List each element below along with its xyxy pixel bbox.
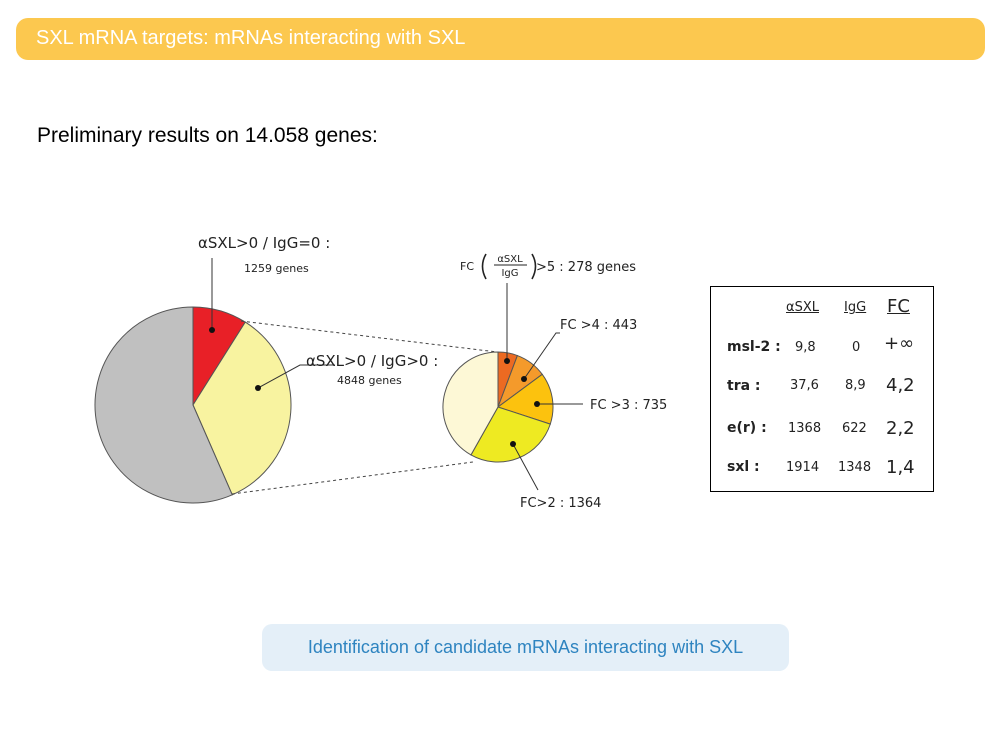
table-row-asxl: 1368 [788,421,822,436]
label-igg-zero-line2: 1259 genes [244,262,309,275]
table-row-asxl: 9,8 [795,340,816,355]
fc2-label: FC>2 : 1364 [520,496,601,511]
fc5-label: >5 : 278 genes [536,260,636,275]
table-row-gene: msl-2 : [727,339,781,355]
table-row-igg: 0 [852,340,861,355]
dot-fc5 [504,358,510,364]
left-pie-slice-sxl-0-igg-0 [192,321,292,496]
label-igg-pos-line2: 4848 genes [337,374,402,387]
right-pie [442,351,554,463]
left-pie-slice-other [94,306,233,504]
fc-prefix: FC [460,260,474,273]
table-row-fc: 4,2 [886,375,915,396]
table-row-igg: 622 [842,421,867,436]
fc3-label: FC >3 : 735 [590,398,667,413]
table-row-fc: +∞ [884,333,915,354]
table-row-gene: sxl : [727,459,760,475]
dot-igg-zero [209,327,215,333]
table-header-asxl: αSXL [786,300,819,315]
zoom-connector-bottom [231,461,474,495]
right-pie-slice-rest [442,351,499,456]
left-pie [94,306,292,504]
dot-fc4 [521,376,527,382]
fc-numerator: αSXL [497,254,523,265]
subtitle: Preliminary results on 14.058 genes: [37,124,378,147]
fc-denominator: IgG [501,268,518,279]
table-row-igg: 1348 [838,460,872,475]
dot-fc2 [510,441,516,447]
fc-paren-left [481,253,487,280]
zoom-connector-top [240,320,498,353]
fc4-label: FC >4 : 443 [560,318,637,333]
table-row-igg: 8,9 [845,378,866,393]
leader-fc2 [512,443,539,491]
table-row-asxl: 1914 [786,460,820,475]
caption-text: Identification of candidate mRNAs intera… [307,637,744,657]
table-row-fc: 2,2 [886,418,915,439]
table-header-fc: FC [887,296,910,317]
dot-fc3 [534,401,540,407]
right-pie-slice-fc-3 [496,373,554,425]
table-row-gene: e(r) : [727,420,767,436]
caption-box: Identification of candidate mRNAs intera… [262,624,789,671]
table-row-asxl: 37,6 [790,378,819,393]
table-header-igg: IgG [844,300,867,315]
title-bar: SXL mRNA targets: mRNAs interacting with… [16,18,985,60]
leader-fc4 [523,332,560,380]
slide-title: SXL mRNA targets: mRNAs interacting with… [36,27,466,49]
label-igg-pos-line1: αSXL>0 / IgG>0 : [306,352,438,370]
fold-change-table: αSXL IgG FC msl-2 : 9,8 0 +∞ tra : 37,6 … [710,286,934,492]
leader-igg-pos [257,364,335,389]
dot-igg-pos [255,385,261,391]
fc-paren-right [531,253,537,280]
table-row-gene: tra : [727,378,761,394]
label-igg-zero-line1: αSXL>0 / IgG=0 : [198,234,330,252]
table-row-fc: 1,4 [886,457,915,478]
